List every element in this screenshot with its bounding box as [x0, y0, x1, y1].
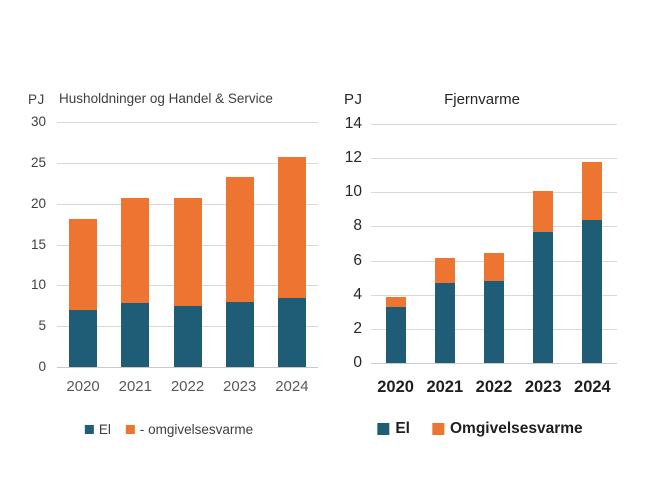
legend-label: El: [395, 420, 410, 437]
gridline: [57, 122, 318, 123]
bar-segment-omgivelsesvarme-2022: [173, 197, 202, 306]
gridline: [371, 158, 617, 160]
x-tick-label: 2024: [275, 378, 309, 395]
y-tick-label: 0: [38, 359, 46, 374]
y-tick-label: 14: [344, 115, 362, 132]
y-tick-label: 5: [38, 318, 46, 334]
gridline: [371, 294, 617, 296]
gridline: [57, 326, 318, 328]
gridline: [57, 285, 318, 287]
x-axis-line: [57, 367, 318, 368]
bar-segment-omgivelsesvarme-2021: [121, 197, 150, 304]
gridline: [57, 162, 318, 164]
y-axis-unit-label: PJ: [28, 92, 45, 107]
x-tick-label: 2022: [170, 378, 205, 395]
bar-segment-omgivelsesvarme-2020: [69, 219, 98, 310]
legend: El - omgivelsesvarme: [84, 422, 254, 437]
y-tick-label: 6: [353, 251, 362, 269]
legend-item: El: [377, 420, 410, 438]
gridline: [57, 244, 318, 246]
y-tick-label: 12: [344, 149, 362, 167]
bar-segment-el-2024: [582, 219, 603, 363]
legend-item: Omgivelsesvarme: [431, 420, 583, 438]
bar-segment-el-2024: [277, 297, 306, 367]
bar-segment-el-2022: [173, 305, 202, 367]
legend: El Omgivelsesvarme: [377, 420, 583, 438]
chart-title: Fjernvarme: [444, 91, 520, 108]
x-tick-label: 2021: [426, 378, 464, 396]
x-axis-line: [371, 363, 617, 364]
legend-label: Omgivelsesvarme: [449, 420, 583, 437]
bar-segment-omgivelsesvarme-2024: [582, 162, 603, 220]
bar-segment-el-2022: [484, 281, 504, 363]
chart-title: Husholdninger og Handel & Service: [59, 91, 273, 106]
y-tick-label: 4: [353, 285, 362, 303]
legend-swatch: [377, 423, 390, 435]
x-tick-label: 2020: [66, 378, 100, 395]
y-axis-unit-label: PJ: [344, 91, 363, 108]
bar-segment-el-2023: [533, 231, 554, 363]
x-tick-label: 2024: [574, 378, 611, 396]
gridline: [57, 203, 318, 205]
bar-segment-omgivelsesvarme-2024: [277, 157, 306, 298]
legend-swatch: [125, 425, 135, 434]
x-tick-label: 2020: [377, 378, 414, 396]
legend-swatch: [84, 425, 94, 434]
bar-segment-omgivelsesvarme-2023: [225, 176, 254, 302]
y-tick-label: 10: [30, 277, 46, 293]
legend-label: El: [98, 422, 111, 437]
legend-label: - omgivelsesvarme: [139, 422, 254, 437]
x-tick-label: 2023: [524, 378, 562, 396]
bar-segment-omgivelsesvarme-2023: [533, 191, 554, 232]
legend-item: - omgivelsesvarme: [125, 422, 254, 437]
bar-segment-el-2020: [385, 306, 406, 363]
y-tick-label: 10: [344, 183, 362, 201]
bar-segment-el-2023: [225, 301, 254, 367]
y-tick-label: 15: [30, 236, 46, 252]
bar-segment-el-2021: [434, 282, 455, 363]
legend-swatch: [431, 423, 444, 435]
bar-segment-omgivelsesvarme-2022: [484, 252, 504, 282]
gridline: [371, 192, 617, 194]
gridline: [371, 328, 617, 330]
x-tick-label: 2023: [223, 378, 257, 395]
y-tick-label: 25: [30, 154, 46, 170]
y-tick-label: 2: [353, 319, 362, 337]
y-tick-label: 20: [30, 195, 46, 211]
y-tick-label: 30: [30, 114, 46, 129]
y-tick-label: 8: [353, 217, 362, 235]
gridline: [371, 226, 617, 228]
y-tick-label: 0: [353, 354, 362, 371]
bar-segment-el-2021: [121, 303, 150, 367]
x-tick-label: 2021: [118, 378, 152, 395]
gridline: [371, 124, 617, 125]
gridline: [371, 260, 617, 262]
legend-item: El: [84, 422, 111, 437]
x-tick-label: 2022: [475, 378, 513, 396]
bar-segment-omgivelsesvarme-2020: [385, 297, 406, 307]
bar-segment-omgivelsesvarme-2021: [434, 258, 455, 283]
bar-segment-el-2020: [69, 309, 98, 367]
